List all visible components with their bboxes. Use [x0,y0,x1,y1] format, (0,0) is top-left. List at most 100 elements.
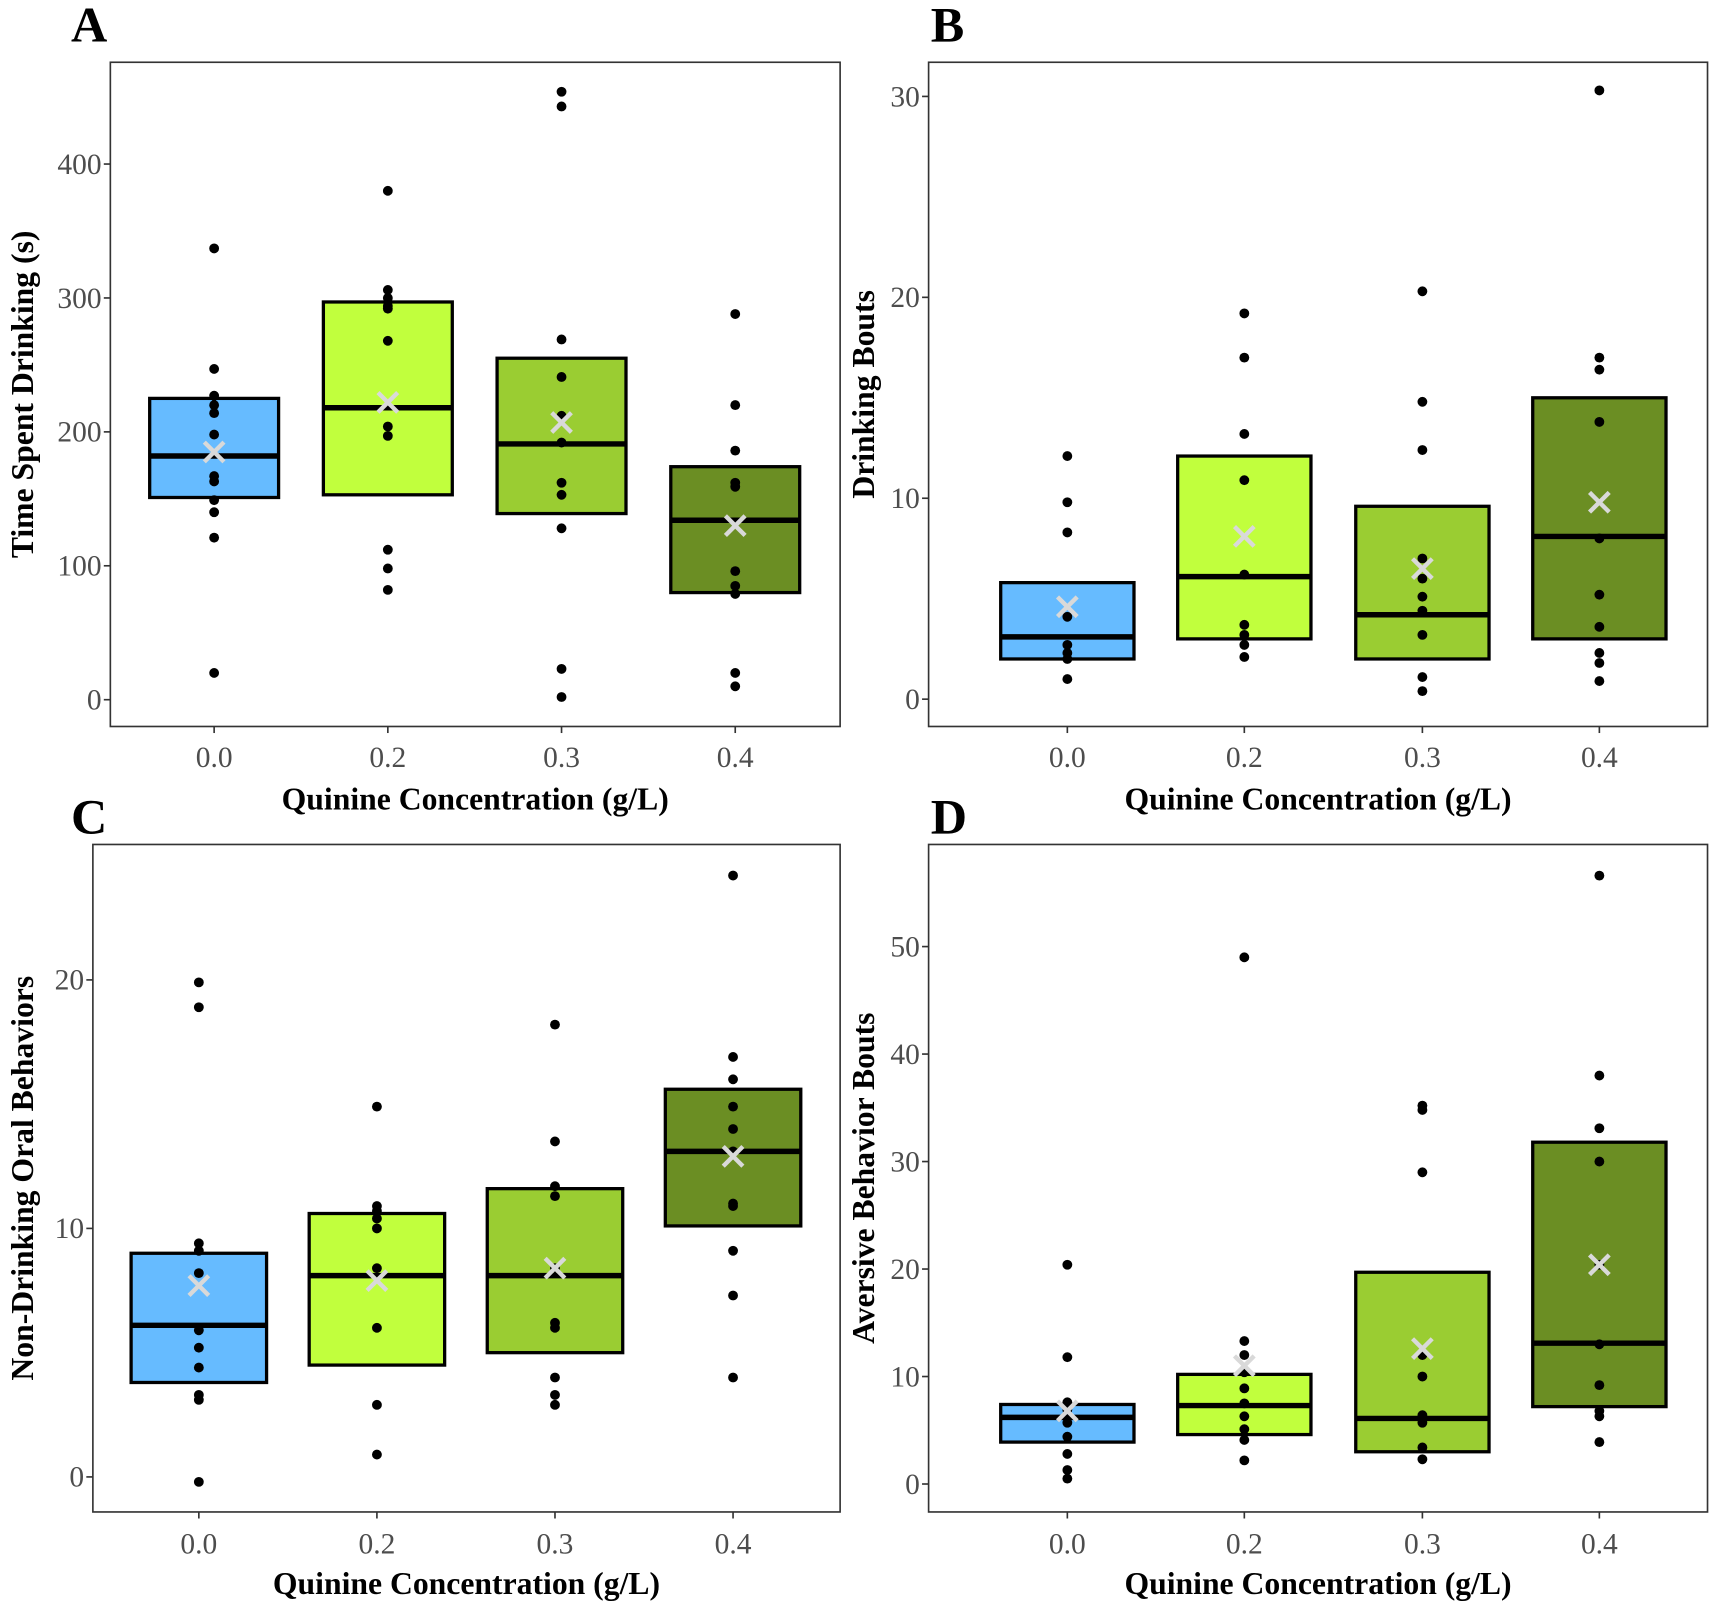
x-tick-label: 0.2 [369,742,406,774]
panel-c: C 0 10 20 0.0 0.2 0.3 0.4 Quinine Concentration … [5,789,841,1601]
y-tick-label: 20 [890,1254,919,1286]
data-point [1594,364,1605,375]
x-tick-label: 0.3 [543,742,580,774]
data-point [730,309,741,319]
box-group-0.2 [1176,308,1313,662]
x-tick-label: 0.3 [1404,742,1441,774]
box-group-0.3 [1354,1100,1491,1465]
data-point [382,185,393,196]
x-tick-label: 0.2 [1226,742,1263,774]
plot-area [109,61,841,728]
box-group-0.0 [999,451,1136,684]
data-point [1062,1465,1073,1475]
data-point [209,429,220,440]
data-point [728,1101,738,1112]
y-tick-label: 100 [57,551,101,583]
y-tick-label: 300 [57,283,101,315]
data-point [209,476,220,487]
x-tick-label: 0.4 [1581,742,1618,774]
data-point [1417,1410,1428,1421]
data-point [556,692,567,702]
data-point [730,445,741,456]
box-group-0.0 [148,243,281,678]
y-tick-label: 40 [890,1039,919,1071]
data-point [550,1019,560,1030]
data-point [556,489,567,500]
data-point [1239,1398,1250,1409]
data-point [556,663,567,674]
panel-label: D [931,789,967,845]
data-point [1417,686,1428,697]
data-point [1594,416,1605,427]
data-point [550,1389,560,1400]
data-point [1594,621,1605,632]
data-point [1062,527,1073,538]
data-point [193,977,204,988]
x-tick-label: 0.2 [1226,1528,1263,1560]
data-point [1417,1371,1428,1382]
x-tick-label: 0.0 [180,1528,217,1560]
y-tick-label: 30 [890,81,919,113]
data-point [1417,1167,1428,1178]
data-point [209,495,220,506]
panel-a: A 0 100 200 300 400 0.0 0.2 0.3 0.4 Quinine Concen… [5,0,841,817]
data-point [1417,591,1428,602]
data-point [1062,497,1073,508]
mean-marker [1411,1337,1434,1360]
data-point [371,1449,382,1460]
x-axis-title: Quinine Concentration (g/L) [282,782,669,817]
data-point [1417,553,1428,564]
data-point [1239,429,1250,439]
data-point [550,1191,560,1202]
data-point [730,400,741,411]
mean-marker-stroke [1411,557,1434,580]
x-axis-title: Quinine Concentration (g/L) [1124,782,1511,817]
data-point [1239,619,1250,630]
data-point [209,390,220,401]
box [321,300,454,497]
data-point [1417,1454,1428,1465]
mean-marker [376,391,400,414]
data-point [556,523,567,534]
data-point [1062,1397,1073,1408]
y-tick-label: 10 [55,1213,84,1245]
mean-marker [723,514,747,537]
data-point [371,1263,382,1274]
data-point [1062,1473,1073,1484]
mean-marker [1055,595,1079,619]
mean-marker [1587,1253,1611,1277]
data-point [1417,1442,1428,1453]
data-point [1417,1417,1428,1428]
y-tick-label: 50 [890,931,919,963]
data-point [1417,672,1428,682]
data-point [1594,1070,1605,1081]
panel-label: A [71,0,107,53]
y-tick-label: 0 [69,1462,84,1494]
data-point [550,1136,560,1147]
data-point [1594,352,1605,363]
data-point [371,1101,382,1112]
data-point [371,1213,382,1224]
y-tick-label: 20 [890,282,919,314]
data-point [1239,475,1250,486]
mean-marker [187,1274,211,1297]
x-axis-title: Quinine Concentration (g/L) [273,1566,660,1601]
data-point [209,364,220,374]
data-point [556,86,567,97]
data-point [1594,533,1605,544]
data-point [1417,1105,1428,1115]
mean-marker [365,1269,389,1292]
box [1176,454,1313,641]
box-group-0.3 [1354,286,1491,697]
box-group-0.4 [663,870,803,1383]
mean-marker-stroke [187,1274,211,1297]
box-group-0.4 [1531,85,1668,686]
data-point [550,1181,560,1192]
data-point [728,1245,738,1256]
data-point [382,544,393,555]
data-point [730,580,741,591]
data-point [1594,648,1605,658]
data-point [1594,676,1605,686]
box-group-0.0 [129,977,269,1487]
